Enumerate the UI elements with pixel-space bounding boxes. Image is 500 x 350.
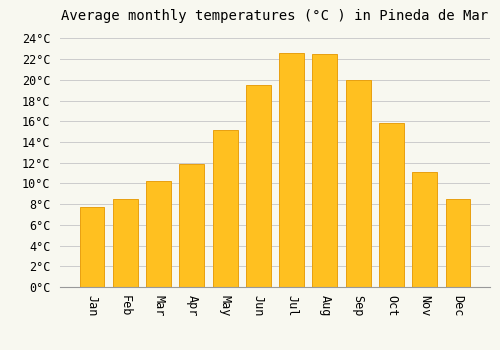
Bar [446,199,470,287]
Bar [246,85,271,287]
Title: Average monthly temperatures (°C ) in Pineda de Mar: Average monthly temperatures (°C ) in Pi… [62,9,488,23]
Bar [312,54,338,287]
Bar [412,172,437,287]
Bar [379,123,404,287]
Bar [180,164,204,287]
Bar [212,130,238,287]
Bar [146,181,171,287]
Bar [279,53,304,287]
Bar [346,80,370,287]
Bar [80,207,104,287]
Bar [113,199,138,287]
